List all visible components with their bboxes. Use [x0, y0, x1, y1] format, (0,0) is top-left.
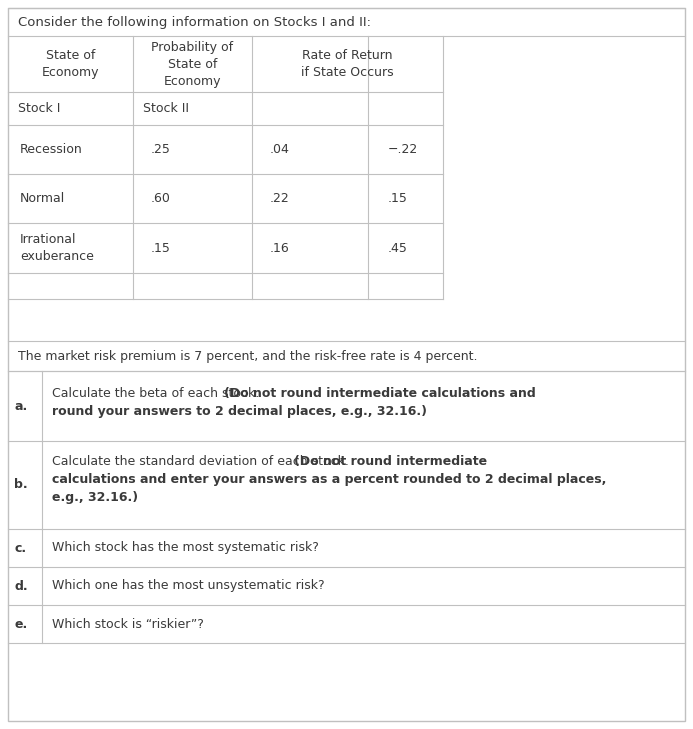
Text: .60: .60	[151, 192, 171, 205]
Text: a.: a.	[15, 399, 28, 413]
Text: Normal: Normal	[20, 192, 65, 205]
Text: Which stock has the most systematic risk?: Which stock has the most systematic risk…	[52, 542, 319, 555]
Text: Irrational
exuberance: Irrational exuberance	[20, 233, 94, 263]
Text: e.: e.	[15, 617, 28, 631]
Text: Stock I: Stock I	[18, 102, 60, 115]
Text: c.: c.	[15, 542, 27, 555]
Text: .04: .04	[270, 143, 290, 156]
Text: State of
Economy: State of Economy	[42, 49, 99, 79]
Text: (Do not round intermediate: (Do not round intermediate	[295, 454, 487, 467]
Text: .22: .22	[270, 192, 290, 205]
Text: .15: .15	[388, 192, 408, 205]
Text: .45: .45	[388, 241, 408, 254]
Text: Recession: Recession	[20, 143, 82, 156]
Text: Stock II: Stock II	[143, 102, 189, 115]
Text: .15: .15	[151, 241, 171, 254]
Text: Which one has the most unsystematic risk?: Which one has the most unsystematic risk…	[52, 580, 324, 593]
Text: Probability of
State of
Economy: Probability of State of Economy	[152, 41, 234, 87]
Text: .25: .25	[151, 143, 171, 156]
Text: Calculate the beta of each stock.: Calculate the beta of each stock.	[52, 386, 263, 399]
Text: d.: d.	[14, 580, 28, 593]
Text: b.: b.	[14, 478, 28, 491]
Text: (Do not round intermediate calculations and: (Do not round intermediate calculations …	[224, 386, 536, 399]
Text: Consider the following information on Stocks I and II:: Consider the following information on St…	[18, 15, 371, 28]
Text: The market risk premium is 7 percent, and the risk-free rate is 4 percent.: The market risk premium is 7 percent, an…	[18, 349, 477, 362]
Text: Calculate the standard deviation of each stock.: Calculate the standard deviation of each…	[52, 454, 353, 467]
Text: .16: .16	[270, 241, 290, 254]
Text: e.g., 32.16.): e.g., 32.16.)	[52, 491, 138, 504]
Text: Rate of Return
if State Occurs: Rate of Return if State Occurs	[301, 49, 394, 79]
Text: −.22: −.22	[388, 143, 419, 156]
Text: calculations and enter your answers as a percent rounded to 2 decimal places,: calculations and enter your answers as a…	[52, 472, 606, 486]
Text: round your answers to 2 decimal places, e.g., 32.16.): round your answers to 2 decimal places, …	[52, 405, 427, 418]
Text: Which stock is “riskier”?: Which stock is “riskier”?	[52, 617, 204, 631]
